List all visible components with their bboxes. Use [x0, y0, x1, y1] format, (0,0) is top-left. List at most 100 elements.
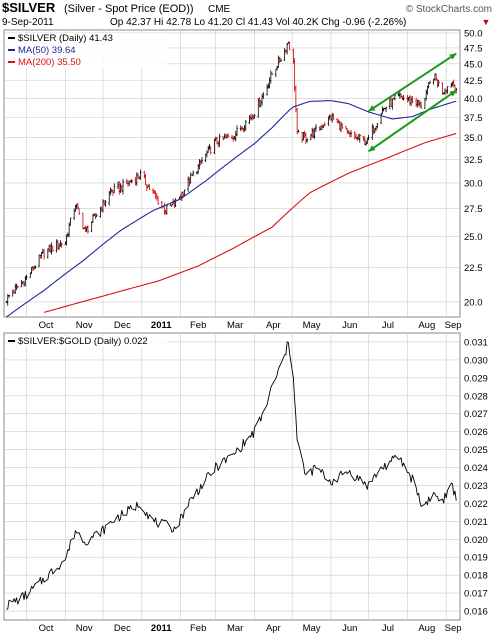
bot-y-tick-0-024: 0.024 — [464, 463, 488, 474]
ohlc-bar — [385, 106, 388, 113]
exchange-label: CME — [208, 4, 231, 15]
ohlc-bar — [207, 145, 210, 153]
ohlc-bar — [406, 95, 409, 103]
top-x-tick-mar: Mar — [227, 320, 243, 331]
channel-lower-line — [367, 89, 457, 153]
ohlc-bar — [286, 42, 289, 55]
top-y-tick-50-0: 50.0 — [464, 28, 483, 39]
ohlc-bar — [86, 225, 89, 234]
bot-y-tick-0-016: 0.016 — [464, 607, 488, 618]
ohlc-bar — [60, 242, 63, 248]
ohlc-bar — [25, 274, 28, 280]
top-x-tick-2011: 2011 — [151, 320, 172, 331]
ohlc-bar — [266, 84, 269, 96]
ma-200-line — [43, 132, 457, 313]
ohlc-bar — [259, 99, 262, 108]
ohlc-bar — [271, 72, 274, 76]
ohlc-bar — [16, 285, 19, 289]
ohlc-bar — [144, 173, 147, 186]
ohlc-bar — [244, 119, 247, 131]
ohlc-bar — [355, 133, 358, 140]
ohlc-bar — [356, 136, 359, 141]
ohlc-bar — [376, 123, 379, 129]
ohlc-bar — [276, 66, 279, 71]
ohlc-bar — [358, 133, 361, 143]
ohlc-bar — [135, 172, 138, 186]
ohlc-bar — [452, 79, 455, 88]
top-x-tick-aug: Aug — [418, 320, 435, 331]
ohlc-bar — [450, 82, 453, 88]
ohlc-bar — [204, 153, 207, 163]
ohlc-bar — [208, 143, 211, 150]
ohlc-bar — [59, 240, 62, 247]
top-y-tick-35-0: 35.0 — [464, 133, 483, 144]
ohlc-bar — [415, 97, 418, 108]
ohlc-bar — [101, 199, 104, 213]
top-x-tick-oct: Oct — [39, 320, 54, 331]
ohlc-bar — [130, 179, 133, 184]
ohlc-bar — [164, 209, 167, 215]
ohlc-bar — [420, 102, 423, 109]
bot-x-tick-nov: Nov — [76, 623, 93, 634]
price-panel: 20.0 22.5 25.0 27.5 30.0 32.5 35.0 37.5 40.0 42.5… — [3, 28, 483, 331]
ohlc-bar — [311, 127, 314, 138]
ohlc-bar — [153, 190, 156, 194]
ohlc-bar — [391, 98, 394, 110]
quote-values: Op 42.37 Hi 42.78 Lo 41.20 Cl 41.43 Vol … — [110, 17, 406, 28]
ohlc-bar — [147, 184, 150, 188]
ohlc-bar — [234, 130, 237, 142]
ohlc-bar — [117, 181, 119, 190]
ohlc-bar — [435, 73, 438, 81]
legend-backdrop — [7, 57, 167, 68]
ohlc-bar — [134, 177, 137, 186]
ohlc-bar — [437, 80, 440, 87]
ohlc-bar — [345, 126, 347, 130]
ohlc-bar — [357, 133, 360, 140]
ohlc-bar — [95, 213, 98, 218]
ohlc-bar — [8, 294, 11, 298]
ohlc-bar — [143, 170, 146, 179]
bot-x-tick-may: May — [303, 623, 321, 634]
ohlc-bar — [85, 226, 88, 233]
top-y-tick-42-5: 42.5 — [464, 76, 483, 87]
bot-x-tick-feb: Feb — [190, 623, 206, 634]
top-x-tick-feb: Feb — [190, 320, 206, 331]
ohlc-bar — [187, 176, 190, 192]
ohlc-bar — [327, 116, 330, 127]
bot-y-tick-0-017: 0.017 — [464, 589, 488, 600]
ratio-panel: 0.016 0.017 0.018 0.019 0.020 0.021 0.022 0.023… — [3, 332, 488, 634]
price-y-axis: 20.0 22.5 25.0 27.5 30.0 32.5 35.0 37.5 40.0 42.5… — [464, 28, 483, 308]
ohlc-bar — [190, 173, 193, 176]
ohlc-bar — [318, 126, 321, 131]
ohlc-bar — [200, 157, 203, 164]
ratio-grid — [4, 333, 460, 620]
ohlc-bar — [65, 234, 68, 246]
channel-lower-start-arrowhead — [368, 145, 376, 152]
ohlc-bar — [445, 89, 448, 94]
ohlc-bar — [83, 227, 86, 229]
legend-backdrop — [7, 336, 167, 347]
ohlc-bar — [43, 248, 46, 260]
ohlc-bar — [197, 164, 200, 174]
ohlc-bar — [261, 93, 264, 106]
ohlc-bar — [50, 242, 53, 255]
ohlc-bar — [104, 199, 107, 207]
ohlc-bar — [157, 195, 160, 205]
ohlc-bar — [183, 189, 186, 196]
ohlc-bar — [188, 177, 191, 187]
ohlc-bar — [11, 289, 14, 297]
ohlc-bar — [302, 132, 305, 141]
ratio-panel-frame — [3, 332, 461, 621]
ohlc-bar — [239, 125, 242, 132]
ratio-y-axis: 0.016 0.017 0.018 0.019 0.020 0.021 0.022 0.023… — [464, 337, 488, 617]
bot-y-tick-0-030: 0.030 — [464, 355, 488, 366]
ohlc-bar — [108, 191, 111, 206]
symbol-description: (Silver - Spot Price (EOD)) — [64, 3, 194, 15]
ohlc-bar — [303, 130, 306, 138]
ohlc-bar — [165, 203, 168, 215]
bot-x-tick-2011: 2011 — [151, 623, 172, 634]
ohlc-bar — [416, 99, 419, 108]
ohlc-bar — [241, 126, 244, 131]
